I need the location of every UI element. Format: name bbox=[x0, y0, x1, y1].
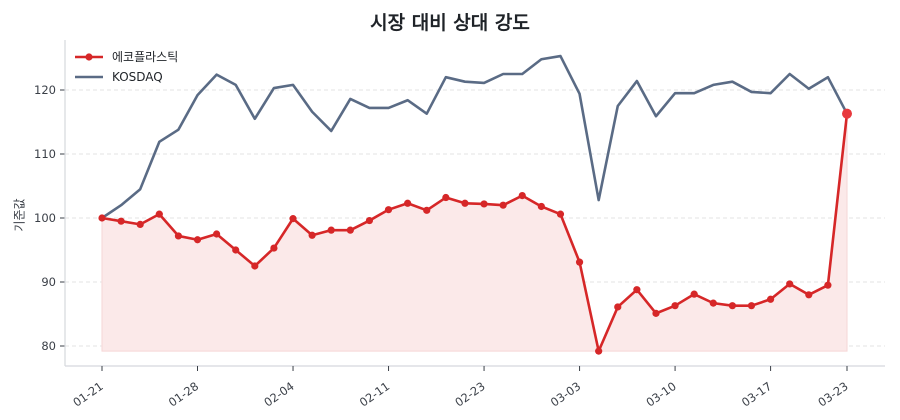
data-point bbox=[595, 347, 603, 355]
data-point bbox=[614, 303, 622, 311]
data-point bbox=[747, 302, 756, 310]
data-point bbox=[824, 281, 832, 289]
data-point bbox=[537, 202, 545, 211]
data-point bbox=[270, 244, 278, 252]
data-point bbox=[213, 230, 221, 238]
data-point bbox=[556, 210, 565, 218]
data-point bbox=[633, 286, 641, 294]
data-point bbox=[346, 226, 354, 234]
data-point bbox=[251, 262, 259, 270]
y-tick-label: 90 bbox=[41, 275, 56, 289]
data-point bbox=[805, 291, 813, 299]
data-point bbox=[365, 216, 374, 225]
chart-title: 시장 대비 상대 강도 bbox=[370, 12, 530, 34]
data-point bbox=[308, 231, 316, 239]
legend-label: KOSDAQ bbox=[112, 70, 163, 84]
data-point bbox=[136, 220, 144, 228]
x-tick-label: 03-23 bbox=[815, 379, 850, 410]
data-point bbox=[766, 295, 775, 303]
data-point bbox=[690, 290, 698, 298]
legend-marker bbox=[85, 53, 93, 61]
data-point bbox=[327, 226, 335, 234]
data-point bbox=[98, 214, 106, 222]
legend: 에코플라스틱 KOSDAQ bbox=[75, 50, 178, 84]
data-point bbox=[671, 302, 679, 310]
data-point bbox=[842, 108, 852, 119]
data-point bbox=[232, 246, 240, 254]
data-point bbox=[384, 206, 393, 214]
data-point bbox=[117, 217, 125, 225]
y-tick-label: 100 bbox=[34, 211, 56, 225]
series-line bbox=[101, 113, 849, 353]
x-tick-label: 02-04 bbox=[261, 379, 296, 410]
data-point bbox=[404, 199, 412, 207]
data-point bbox=[423, 206, 431, 214]
data-point bbox=[155, 210, 163, 218]
x-tick-label: 03-10 bbox=[643, 379, 678, 410]
series-lines bbox=[98, 54, 852, 355]
x-tick-label: 02-11 bbox=[357, 379, 392, 410]
data-point bbox=[461, 199, 469, 207]
data-point bbox=[289, 215, 297, 223]
legend-label: 에코플라스틱 bbox=[112, 50, 178, 64]
y-tick-label: 110 bbox=[34, 147, 56, 161]
y-tick-label: 120 bbox=[34, 83, 56, 97]
x-tick-label: 01-21 bbox=[70, 379, 105, 410]
data-point bbox=[442, 193, 450, 202]
data-point bbox=[518, 192, 526, 200]
y-tick-label: 80 bbox=[41, 339, 56, 353]
data-point bbox=[193, 236, 202, 244]
data-point bbox=[174, 232, 183, 240]
data-point bbox=[575, 258, 584, 266]
data-point bbox=[709, 299, 717, 307]
data-point bbox=[499, 201, 507, 209]
data-point bbox=[728, 302, 736, 310]
data-point bbox=[786, 280, 794, 288]
x-tick-label: 03-03 bbox=[548, 379, 583, 410]
x-tick-label: 02-23 bbox=[452, 379, 487, 410]
x-tick-label: 01-28 bbox=[166, 379, 201, 410]
x-tick-label: 03-17 bbox=[739, 379, 774, 410]
series-line bbox=[101, 54, 849, 220]
data-point bbox=[480, 200, 488, 208]
data-point bbox=[652, 309, 660, 317]
